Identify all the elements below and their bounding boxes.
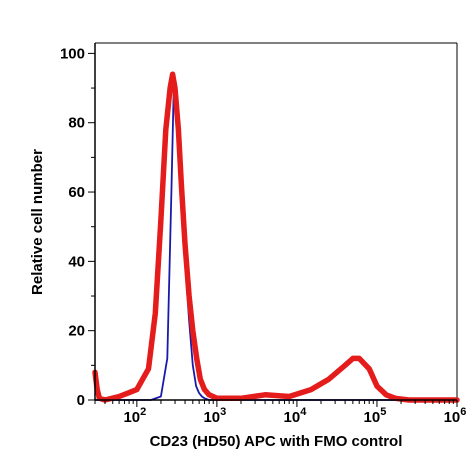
y-tick-label: 0 — [77, 392, 85, 409]
x-tick-label: 102 — [123, 406, 146, 426]
y-tick-label: 20 — [68, 323, 85, 340]
axes — [94, 43, 457, 401]
x-tick-label: 106 — [444, 406, 467, 426]
x-tick-label: 104 — [284, 406, 308, 426]
series-line-2 — [92, 71, 460, 403]
series-layer — [92, 71, 460, 403]
y-tick-label: 40 — [68, 253, 85, 270]
x-tick-label: 103 — [203, 406, 226, 426]
x-tick-label: 105 — [364, 406, 387, 426]
y-tick-label: 80 — [68, 115, 85, 132]
y-tick-label: 100 — [60, 45, 85, 62]
x-ticks: 102 103 104 105 106 — [94, 400, 467, 426]
y-axis-title: Relative cell number — [29, 149, 46, 295]
y-ticks: 0 20 40 60 80 100 — [60, 45, 95, 409]
plot-frame — [95, 42, 458, 400]
y-tick-label: 60 — [68, 184, 85, 201]
x-axis-title: CD23 (HD50) APC with FMO control — [150, 433, 403, 450]
